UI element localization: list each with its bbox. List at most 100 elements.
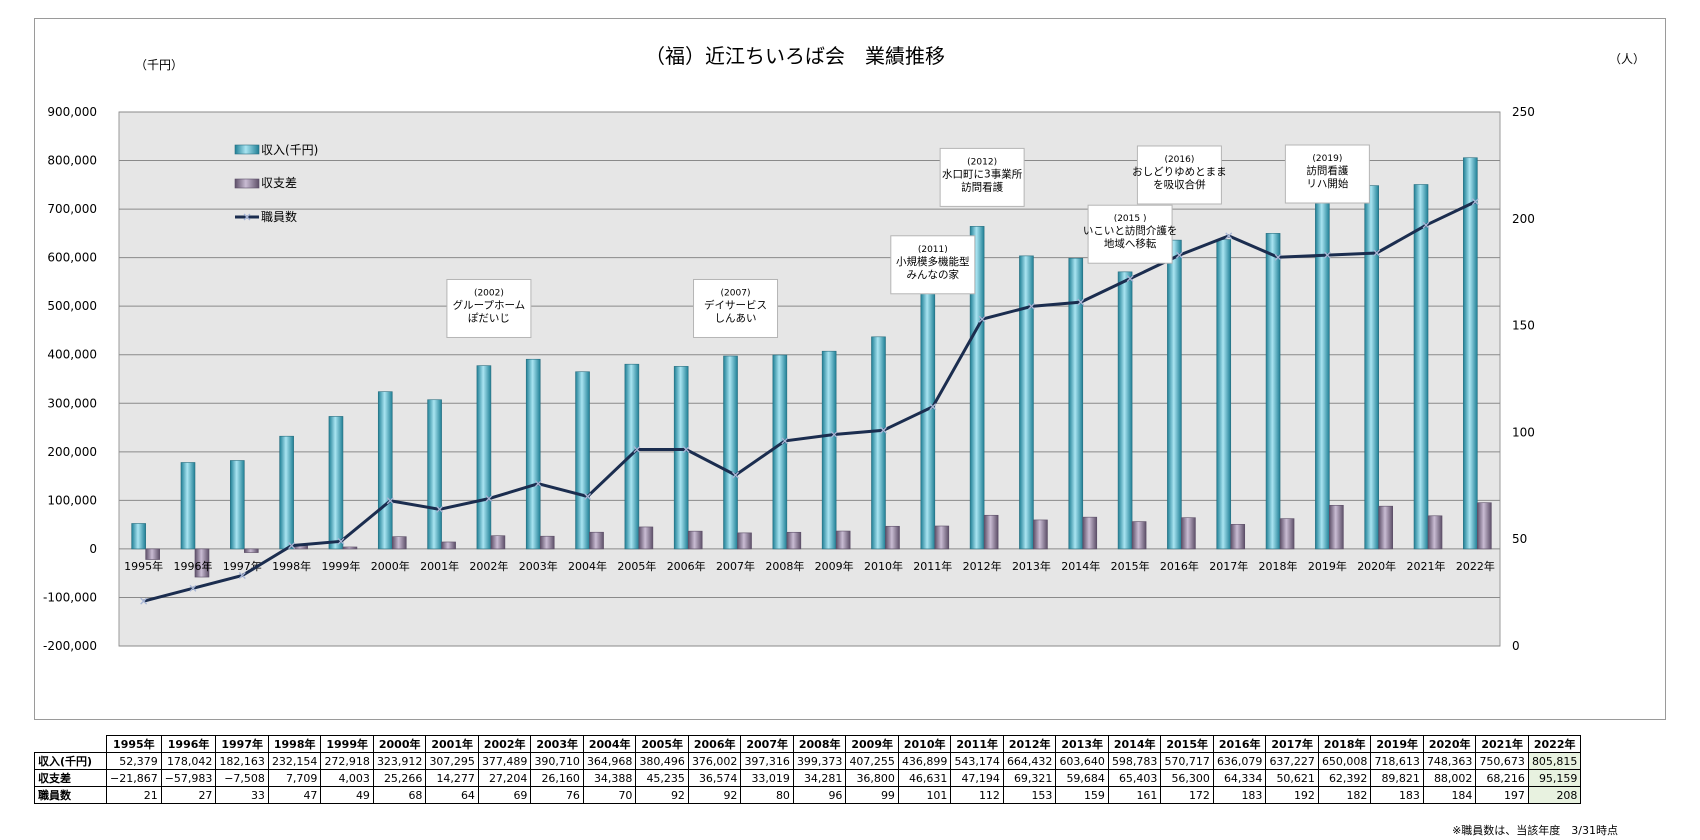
annotation-text: いこいと訪問介護を <box>1083 224 1178 237</box>
y-left-tick-label: -200,000 <box>43 639 97 653</box>
annotation-box <box>1284 144 1370 204</box>
annotation-text: 水口町に3事業所 <box>942 167 1023 180</box>
x-tick-label: 2008年 <box>765 559 804 573</box>
table-cell: 59,684 <box>1055 769 1109 787</box>
x-tick-label: 2000年 <box>371 559 410 573</box>
table-cell: 88,002 <box>1422 769 1477 787</box>
x-tick-label: 1996年 <box>173 559 212 573</box>
annotation-text: (2019) <box>1312 154 1342 164</box>
table-year-header: 2007年 <box>740 735 794 753</box>
annotation-box <box>1136 145 1222 205</box>
bar-income <box>1364 185 1379 550</box>
table-cell: 33,019 <box>740 769 794 787</box>
bar-balance <box>1279 518 1295 550</box>
y-right-tick-label: 0 <box>1512 639 1520 653</box>
y-left-tick-label: -100,000 <box>43 590 97 604</box>
table-cell: 208 <box>1527 786 1582 804</box>
table-cell: 172 <box>1160 786 1214 804</box>
x-tick-label: 1999年 <box>321 559 360 573</box>
y-left-tick-label: 600,000 <box>47 251 97 265</box>
table-year-header: 2019年 <box>1370 735 1424 753</box>
x-tick-label: 2003年 <box>519 559 558 573</box>
marker-staff <box>436 505 444 513</box>
y-right-tick-label: 250 <box>1512 105 1535 119</box>
table-cell: 50,621 <box>1265 769 1319 787</box>
table-year-header: 1996年 <box>160 735 217 753</box>
table-cell: 178,042 <box>160 752 217 770</box>
table-cell: 323,912 <box>372 752 427 770</box>
x-tick-label: 2006年 <box>667 559 706 573</box>
table-year-header: 2012年 <box>1002 735 1057 753</box>
bar-balance <box>244 548 259 553</box>
table-cell: 664,432 <box>1002 752 1057 770</box>
bar-income <box>673 366 689 550</box>
marker-staff <box>238 572 246 579</box>
annotation-text: おしどりゆめとまま <box>1132 166 1227 178</box>
table-row-label: 職員数 <box>34 786 107 804</box>
legend-swatch-balance <box>234 178 260 189</box>
table-cell: 436,899 <box>897 752 952 770</box>
table-cell: 46,631 <box>897 769 952 787</box>
table-cell: 159 <box>1055 786 1109 804</box>
table-cell: 407,255 <box>845 752 899 770</box>
bar-income <box>723 355 738 550</box>
annotation-box <box>446 278 532 338</box>
table-cell: 637,227 <box>1265 752 1319 770</box>
y-right-unit: （人） <box>1609 52 1645 66</box>
x-tick-label: 2021年 <box>1407 559 1446 573</box>
table-cell: 56,300 <box>1160 769 1214 787</box>
table-year-header: 2008年 <box>792 735 847 753</box>
annotation-text: みんなの家 <box>907 268 960 281</box>
table-year-header: 2001年 <box>425 735 479 753</box>
y-left-tick-label: 800,000 <box>47 154 97 168</box>
table-cell: 380,496 <box>635 752 689 770</box>
x-tick-label: 2013年 <box>1012 559 1051 573</box>
table-cell: 390,710 <box>530 752 584 770</box>
marker-staff <box>1027 302 1035 310</box>
table-cell: 47 <box>267 786 322 804</box>
legend-label-staff: 職員数 <box>261 209 297 224</box>
table-cell: −7,508 <box>215 769 269 787</box>
bar-income <box>476 365 492 550</box>
legend-label-income: 収入(千円) <box>261 143 318 157</box>
table-cell: 80 <box>740 786 794 804</box>
table-cell: 603,640 <box>1055 752 1109 770</box>
chart-frame: -200,000 -100,000 0 100,000 200,000 300,000 40… <box>34 18 1666 720</box>
bar-balance <box>1082 516 1098 550</box>
table-cell: 27,204 <box>477 769 532 787</box>
bar-income <box>1068 257 1084 550</box>
table-cell: 33 <box>215 786 269 804</box>
table-year-header: 2002年 <box>477 735 532 753</box>
y-left-tick-label: 500,000 <box>47 299 97 313</box>
table-cell: 68 <box>372 786 427 804</box>
table-cell: 4,003 <box>320 769 374 787</box>
x-tick-label: 2019年 <box>1308 559 1347 573</box>
bar-balance <box>1378 505 1393 550</box>
annotation-text: しんあい <box>715 312 757 324</box>
table-row-staff: 職員数 21 27 33 47 49 68 64 69 76 70 92 92 80 96 99 101 112 1… <box>34 786 1582 804</box>
x-tick-label: 2018年 <box>1259 559 1298 573</box>
bar-balance <box>835 530 851 550</box>
table-year-header: 2015年 <box>1160 735 1214 753</box>
table-cell: 36,574 <box>687 769 742 787</box>
table-year-header: 2014年 <box>1107 735 1162 753</box>
annotation-text: (2016) <box>1164 155 1194 165</box>
table-year-header: 2022年 <box>1527 735 1582 753</box>
table-cell: 748,363 <box>1422 752 1477 770</box>
bar-balance <box>145 548 160 560</box>
bar-balance <box>1329 505 1344 550</box>
bar-income <box>575 371 590 550</box>
bar-income <box>969 226 985 550</box>
bar-balance <box>1131 521 1147 550</box>
table-corner <box>34 735 107 753</box>
annotation-box <box>939 147 1025 207</box>
bar-balance <box>1181 517 1196 550</box>
footnote: ※職員数は、当該年度 3/31時点 <box>1452 824 1618 837</box>
x-tick-label: 2010年 <box>864 559 903 573</box>
table-cell: 47,194 <box>950 769 1004 787</box>
chart-title: （福）近江ちいろば会 業績推移 <box>645 44 945 68</box>
table-cell: 650,008 <box>1317 752 1372 770</box>
table-cell: 68,216 <box>1475 769 1529 787</box>
annotation-text: (2012) <box>967 157 997 167</box>
table-year-header: 2011年 <box>950 735 1004 753</box>
